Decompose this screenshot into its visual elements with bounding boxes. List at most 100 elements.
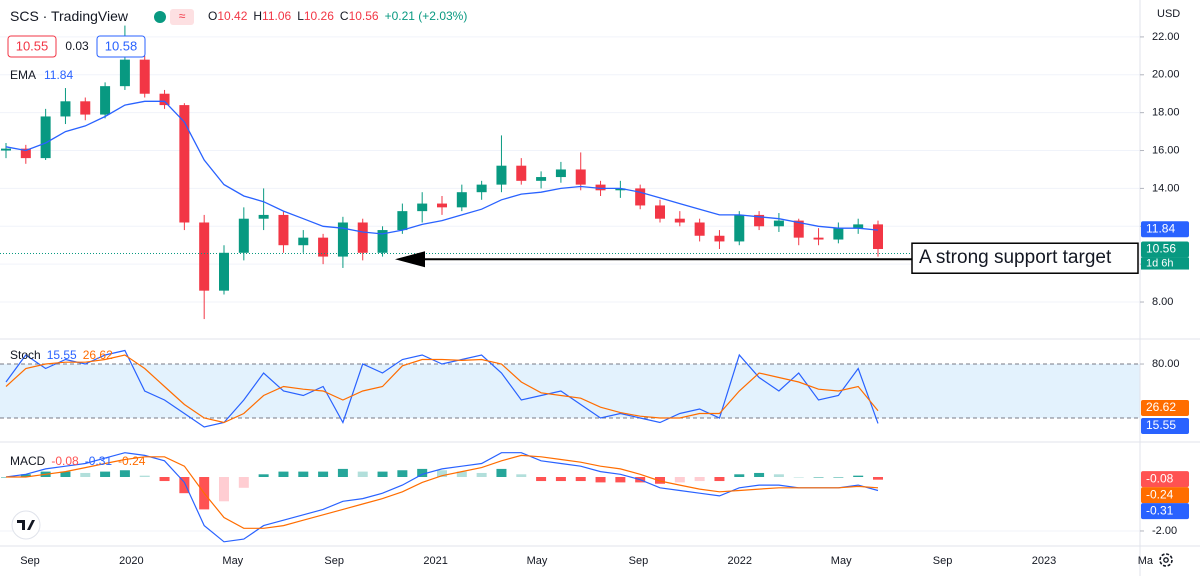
macd-tag: -0.24 <box>1146 487 1174 501</box>
candle-body <box>496 165 507 185</box>
text-part: 26.62 <box>83 348 113 362</box>
text-part: 15.55 <box>47 348 77 362</box>
candle-body <box>337 222 348 257</box>
macd-tag-bg <box>1141 503 1189 520</box>
macd-histogram-bar <box>100 471 111 477</box>
ask-box <box>96 35 146 58</box>
macd-histogram-bar <box>337 468 348 477</box>
text-part: +0.21 (+2.03%) <box>385 9 468 23</box>
spread: 0.03 <box>65 39 89 53</box>
symbol-icons[interactable]: ≈ <box>154 9 194 25</box>
macd-histogram-bar <box>734 474 745 477</box>
candle-body <box>655 205 665 219</box>
ohlc-legend: O10.42 H11.06 L10.26 C10.56 +0.21 (+2.03%) <box>208 9 467 23</box>
macd-histogram-bar <box>873 477 883 480</box>
last-price-tag: 10.56 <box>1146 242 1176 256</box>
candle-body <box>318 237 329 257</box>
macd-histogram-bar <box>258 474 269 477</box>
candle-body <box>80 101 91 115</box>
candle-body <box>694 222 705 236</box>
macd-histogram-bar <box>853 475 864 477</box>
macd-histogram-bar <box>397 470 408 477</box>
macd-histogram-bar <box>615 477 626 483</box>
macd-histogram-bar <box>555 477 566 482</box>
candle-body <box>298 237 309 246</box>
x-tick-label: Sep <box>324 555 344 567</box>
text-part: 11.06 <box>262 9 291 23</box>
candle-body <box>635 188 646 206</box>
text-part: Stoch <box>10 348 41 362</box>
y-tick-label: 14.00 <box>1152 182 1180 194</box>
candle-body <box>555 169 566 178</box>
candle-body <box>1 148 11 151</box>
x-tick-label: Sep <box>629 555 649 567</box>
ask: 10.58 <box>105 38 138 53</box>
candle-body <box>873 224 883 250</box>
y-tick-label: 16.00 <box>1152 144 1180 156</box>
panes <box>0 25 1140 543</box>
macd-histogram-bar <box>813 477 824 478</box>
macd-histogram-bar <box>536 477 547 482</box>
candle-body <box>417 203 428 212</box>
macd-histogram-bar <box>119 470 130 477</box>
x-tick-label: Sep <box>933 555 953 567</box>
macd-histogram-bar <box>60 471 71 477</box>
macd-histogram-bar <box>278 471 289 477</box>
text-part: 10.56 <box>349 9 379 23</box>
countdown-bg <box>1141 257 1189 270</box>
annotation-arrowhead <box>395 251 425 268</box>
candle-body <box>238 218 249 253</box>
candle-body <box>456 192 467 208</box>
bid: 10.55 <box>16 38 49 53</box>
macd-histogram-bar <box>437 470 447 477</box>
candle-body <box>615 188 626 191</box>
candle-body <box>100 86 111 115</box>
line <box>6 454 879 529</box>
text-part: 10.42 <box>217 9 247 23</box>
macd-legend: MACD -0.08 -0.31 -0.24 <box>10 454 146 468</box>
macd-histogram-bar <box>417 468 428 477</box>
ema-tag-bg <box>1141 221 1189 238</box>
macd-histogram-bar <box>833 477 844 478</box>
settings-gear[interactable] <box>1159 553 1173 567</box>
candle-body <box>199 222 210 291</box>
candle-body <box>397 211 408 231</box>
annotation-text: A strong support target <box>919 247 1112 268</box>
x-tick-label: May <box>222 555 243 567</box>
candle-body <box>357 222 368 253</box>
macd-histogram-bar <box>674 477 685 483</box>
y-tick-label: -2.00 <box>1152 525 1177 537</box>
macd-tag: -0.08 <box>1146 471 1174 485</box>
candle-body <box>516 165 527 181</box>
line <box>5 349 879 428</box>
candle-body <box>575 169 586 185</box>
candle-body <box>813 237 824 240</box>
tv-logo <box>11 510 41 540</box>
text-part: EMA <box>10 68 36 82</box>
macd-histogram-bar <box>694 477 705 482</box>
x-tick-label: May <box>527 555 548 567</box>
symbol-title: SCS · TradingView <box>10 8 129 24</box>
x-tick-label: 2023 <box>1032 555 1056 567</box>
x-tick-label: Ma <box>1138 555 1154 567</box>
candle-body <box>159 93 170 106</box>
candle-body <box>60 101 71 117</box>
text-part: O <box>208 9 217 23</box>
line <box>5 100 879 235</box>
stoch-tag: 15.55 <box>1146 418 1176 432</box>
candle-body <box>714 235 725 242</box>
candle-body <box>674 218 685 223</box>
candle-body <box>595 184 606 191</box>
macd-histogram-bar <box>238 477 249 488</box>
macd-histogram-bar <box>159 477 170 482</box>
stoch-tag-bg <box>1141 400 1189 417</box>
macd-tag: -0.31 <box>1146 503 1174 517</box>
macd-histogram-bar <box>80 472 91 477</box>
candle-body <box>536 177 547 181</box>
macd-tag-bg <box>1141 471 1189 488</box>
x-tick-label: 2022 <box>728 555 752 567</box>
macd-histogram-bar <box>773 474 784 477</box>
text-part: -0.24 <box>118 454 146 468</box>
macd-histogram-bar <box>496 468 507 477</box>
macd-histogram-bar <box>476 472 487 477</box>
